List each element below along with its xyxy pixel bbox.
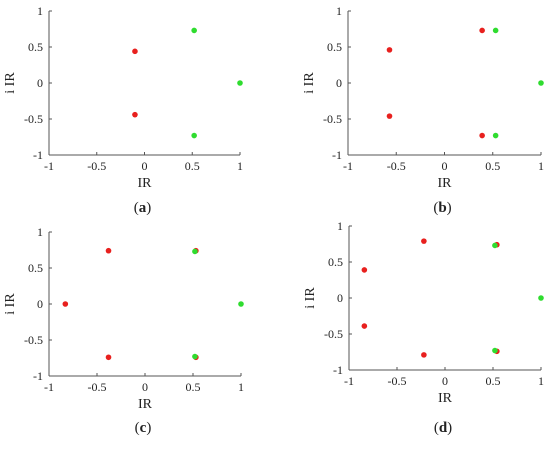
panel-d-x-tick-label: 0 — [442, 374, 448, 388]
panel-a-y-tick-label: 0.5 — [28, 40, 43, 54]
panel-c-y-tick-label: -0.5 — [24, 333, 43, 347]
panel-d-y-tick-label: 0.5 — [328, 255, 343, 269]
panel-d-point-red — [361, 323, 368, 329]
panel-c-caption-open: ( — [135, 420, 140, 436]
panel-a-caption: (a) — [134, 200, 152, 216]
panel-c-y-tick-label: 1 — [37, 225, 43, 239]
panel-c-x-tick-label: 0.5 — [186, 380, 201, 394]
panel-b-x-tick-label: 1 — [538, 159, 544, 173]
panel-a-x-tick-label: 0.5 — [185, 159, 200, 173]
panel-a-y-tick-label: -0.5 — [24, 112, 43, 126]
panel-b: -1 -0.5 0 0.5 1 -1 -0.5 0 0.5 1 IR i IR (b) — [302, 4, 544, 216]
panel-a-x-axis-label: IR — [138, 176, 153, 191]
panel-c-point-green — [192, 248, 198, 255]
panel-c-point-red — [62, 301, 69, 307]
panel-b-x-tick-label: -1 — [343, 159, 353, 173]
panel-b-y-tick-label: -1 — [332, 148, 342, 162]
panel-a-caption-open: ( — [134, 200, 139, 216]
panel-a-caption-close: ) — [146, 200, 151, 216]
panel-d: -1 -0.5 0 0.5 1 -1 -0.5 0 0.5 1 IR i IR (d) — [303, 219, 544, 436]
panel-d-caption-open: ( — [434, 420, 439, 436]
panel-c-y-tick-label: 0.5 — [28, 261, 43, 275]
panel-a: -1 -0.5 0 0.5 1 -1 -0.5 0 0.5 1 IR i IR (a) — [3, 4, 243, 216]
panel-d-point-red — [421, 352, 427, 358]
panel-b-point-green — [492, 132, 499, 139]
panel-c-y-tick-label: -1 — [33, 369, 43, 383]
panel-c-point-red — [105, 354, 112, 361]
panel-c-caption-letter: c — [140, 420, 147, 436]
panel-a-point-green — [237, 80, 243, 86]
panel-c-y-axis-label: i IR — [3, 293, 18, 315]
panel-d-x-axis-label: IR — [438, 391, 453, 406]
panel-b-y-tick-label: 0.5 — [327, 40, 342, 54]
panel-d-caption: (d) — [434, 420, 452, 436]
panel-b-x-tick-label: 0 — [442, 159, 448, 173]
panel-b-point-red — [479, 132, 485, 139]
panel-c-x-tick-label: 0 — [142, 380, 148, 394]
panel-a-y-tick-label: 0 — [37, 76, 43, 90]
panel-d-x-tick-label: -1 — [344, 374, 354, 388]
panel-d-point-green — [538, 295, 544, 301]
panel-b-y-tick-label: 1 — [336, 4, 342, 18]
panel-a-point-red — [132, 48, 138, 55]
panel-d-y-tick-label: 1 — [337, 219, 343, 233]
panel-d-point-red — [421, 238, 427, 244]
panel-a-x-tick-label: 1 — [237, 159, 243, 173]
panel-c-x-tick-label: -1 — [44, 380, 54, 394]
panel-d-point-green — [492, 242, 498, 249]
panel-b-caption-close: ) — [447, 200, 452, 216]
panel-d-x-tick-label: 1 — [538, 374, 544, 388]
panel-d-y-tick-label: -0.5 — [324, 327, 343, 341]
panel-d-point-red — [361, 267, 368, 273]
panel-b-caption-letter: b — [438, 200, 446, 216]
panel-b-point-green — [538, 80, 544, 86]
panel-c-point-green — [238, 301, 244, 307]
panel-a-point-green — [191, 27, 197, 34]
panel-b-y-tick-label: -0.5 — [323, 112, 342, 126]
panel-a-y-tick-label: 1 — [37, 4, 43, 18]
panel-a-point-red — [132, 111, 138, 118]
panel-b-x-tick-label: -0.5 — [387, 159, 406, 173]
panel-b-y-axis-label: i IR — [302, 72, 317, 94]
panel-c-point-red — [105, 247, 112, 254]
panel-c-x-axis-label: IR — [138, 397, 153, 412]
panel-d-y-tick-label: 0 — [337, 291, 343, 305]
panel-d-x-tick-label: 0.5 — [486, 374, 501, 388]
panel-b-point-red — [386, 47, 393, 53]
panel-a-x-tick-label: 0 — [142, 159, 148, 173]
panel-c-point-green — [192, 353, 198, 360]
panel-b-x-tick-label: 0.5 — [485, 159, 500, 173]
panel-b-y-tick-label: 0 — [336, 76, 342, 90]
panel-a-y-tick-label: -1 — [33, 148, 43, 162]
panel-d-x-tick-label: -0.5 — [388, 374, 407, 388]
panel-c-caption-close: ) — [146, 420, 151, 436]
panel-c-caption: (c) — [135, 420, 152, 436]
panel-c: -1 -0.5 0 0.5 1 -1 -0.5 0 0.5 1 IR i IR (c) — [3, 225, 244, 436]
panel-d-point-green — [492, 347, 498, 354]
panel-c-y-tick-label: 0 — [37, 297, 43, 311]
panel-d-caption-close: ) — [447, 420, 452, 436]
panel-a-x-tick-label: -1 — [44, 159, 54, 173]
panel-c-x-tick-label: -0.5 — [88, 380, 107, 394]
panel-b-x-axis-label: IR — [438, 176, 453, 191]
panel-a-y-axis-label: i IR — [3, 72, 18, 94]
panel-a-x-tick-label: -0.5 — [87, 159, 106, 173]
panel-d-y-axis-label: i IR — [303, 287, 318, 309]
panel-a-point-green — [191, 132, 197, 139]
panel-b-caption: (b) — [433, 200, 451, 216]
panel-a-caption-letter: a — [139, 200, 147, 216]
panel-d-y-tick-label: -1 — [333, 363, 343, 377]
panel-b-point-green — [492, 27, 499, 34]
panel-b-point-red — [386, 113, 393, 119]
panel-b-point-red — [479, 27, 485, 34]
panel-d-caption-letter: d — [439, 420, 448, 436]
panel-b-caption-open: ( — [433, 200, 438, 216]
panel-c-x-tick-label: 1 — [238, 380, 244, 394]
